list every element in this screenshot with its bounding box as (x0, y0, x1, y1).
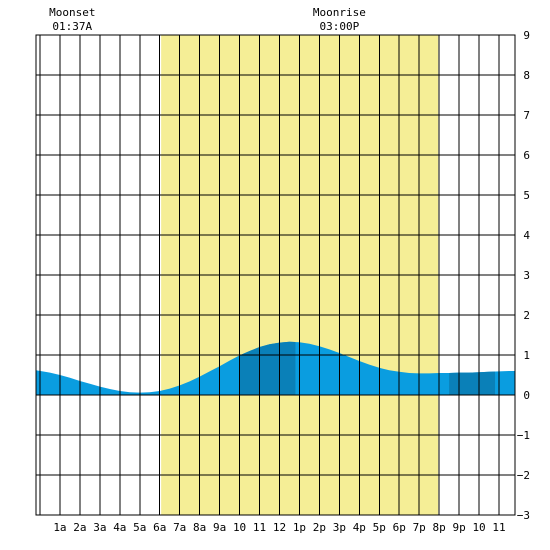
x-tick-label: 1p (293, 521, 306, 534)
moonset-time: 01:37A (52, 20, 92, 33)
moonrise-time: 03:00P (319, 20, 359, 33)
plot-frame (35, 34, 516, 516)
y-tick-label: −3 (517, 509, 530, 522)
y-tick-label: 3 (523, 269, 530, 282)
x-tick-label: 10 (472, 521, 485, 534)
y-tick-label: 1 (523, 349, 530, 362)
x-tick-label: 9p (452, 521, 465, 534)
x-tick-label: 4a (113, 521, 126, 534)
y-tick-label: −1 (517, 429, 530, 442)
y-tick-label: 5 (523, 189, 530, 202)
x-tick-label: 11 (253, 521, 266, 534)
moonrise-label: Moonrise (313, 6, 366, 19)
y-tick-label: 7 (523, 109, 530, 122)
y-tick-label: 6 (523, 149, 530, 162)
x-tick-label: 12 (273, 521, 286, 534)
y-tick-label: 8 (523, 69, 530, 82)
y-tick-label: −2 (517, 469, 530, 482)
x-tick-label: 9a (213, 521, 226, 534)
x-tick-label: 3a (93, 521, 106, 534)
grid-lines (35, 34, 516, 516)
x-tick-label: 5a (133, 521, 146, 534)
x-tick-label: 6p (393, 521, 406, 534)
x-tick-label: 8p (433, 521, 446, 534)
x-tick-label: 3p (333, 521, 346, 534)
tide-area-dark-band (449, 371, 496, 395)
x-tick-label: 5p (373, 521, 386, 534)
y-tick-label: 0 (523, 389, 530, 402)
x-tick-label: 1a (53, 521, 66, 534)
y-tick-label: 9 (523, 29, 530, 42)
y-tick-labels: −3 −2 −1 0 1 2 3 4 5 6 7 8 9 (517, 29, 531, 522)
x-tick-label: 11 (492, 521, 505, 534)
x-tick-label: 8a (193, 521, 206, 534)
x-tick-label: 6a (153, 521, 166, 534)
x-tick-label: 10 (233, 521, 246, 534)
moonset-label: Moonset (49, 6, 95, 19)
x-tick-label: 7a (173, 521, 186, 534)
x-tick-label: 2a (73, 521, 86, 534)
x-tick-label: 2p (313, 521, 326, 534)
y-tick-label: 4 (523, 229, 530, 242)
x-tick-labels: 1a 2a 3a 4a 5a 6a 7a 8a 9a 10 11 12 1p 2p 3p 4p 5p 6p 7p 8p… (53, 521, 505, 534)
x-tick-label: 7p (413, 521, 426, 534)
x-tick-label: 4p (353, 521, 366, 534)
y-tick-label: 2 (523, 309, 530, 322)
